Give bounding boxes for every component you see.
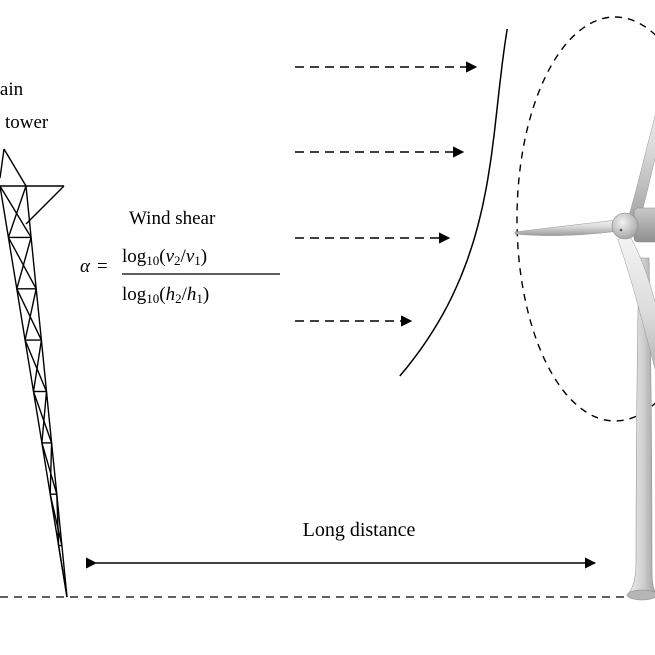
svg-text:Main: Main	[0, 79, 24, 100]
svg-text:log10(v2/v1): log10(v2/v1)	[122, 246, 207, 268]
svg-text:Long distance: Long distance	[303, 519, 416, 541]
svg-text:tower: tower	[5, 112, 49, 133]
svg-text:Wind shear: Wind shear	[129, 208, 216, 229]
svg-text:=: =	[97, 256, 108, 277]
svg-text:α: α	[80, 256, 91, 277]
svg-text:log10(h2/h1): log10(h2/h1)	[122, 284, 209, 306]
